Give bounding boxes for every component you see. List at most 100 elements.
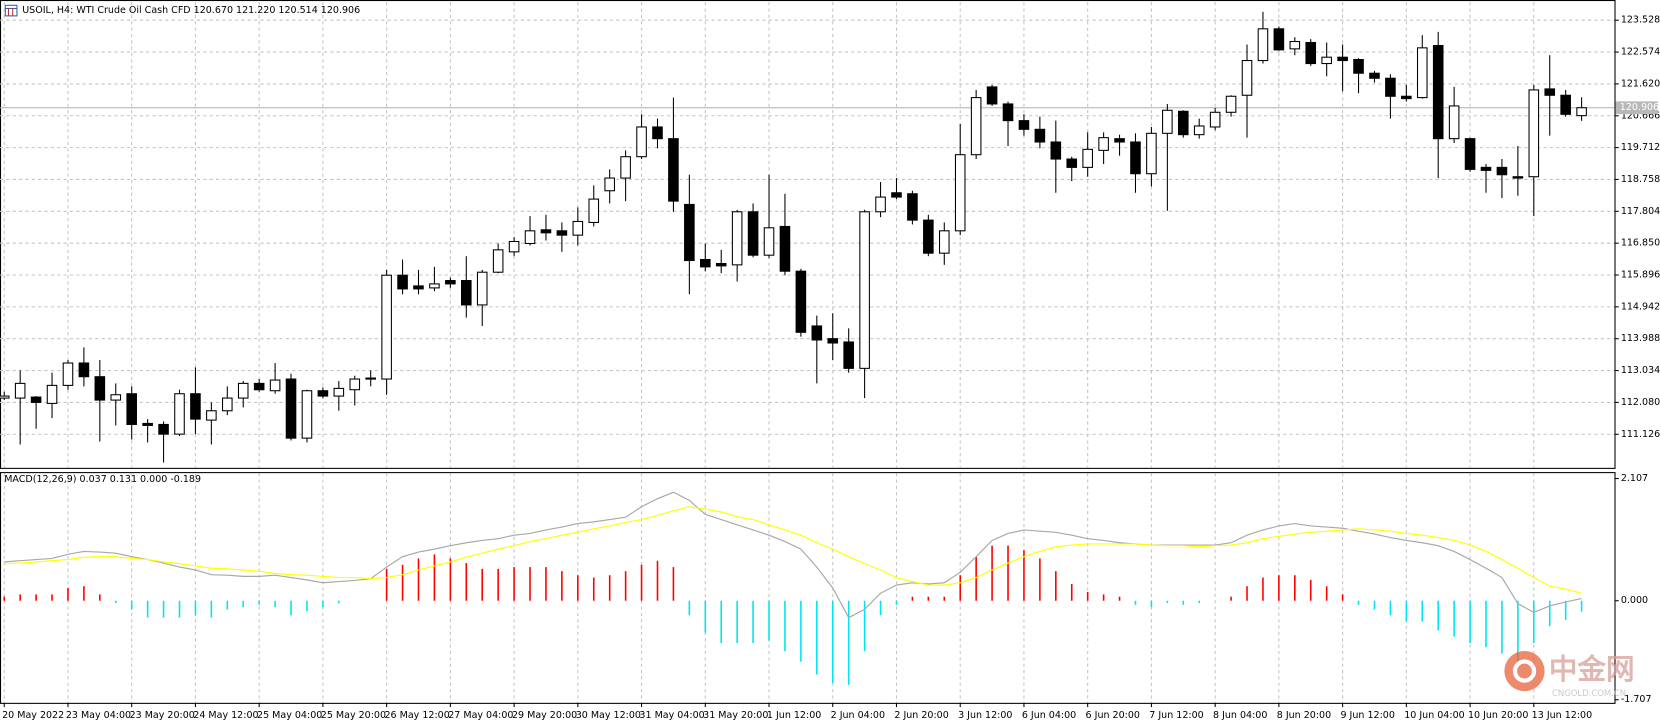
y-tick-label: 120.666 xyxy=(1621,110,1660,121)
histogram-bar xyxy=(847,600,850,685)
x-tick-label: 6 Jun 20:00 xyxy=(1086,710,1140,721)
x-tick-label: 8 Jun 04:00 xyxy=(1213,710,1267,721)
candle-body xyxy=(699,258,711,268)
histogram-bar xyxy=(640,564,643,601)
histogram-bar xyxy=(1086,592,1089,601)
candle-body xyxy=(1018,120,1030,130)
candle-body xyxy=(1432,44,1444,140)
x-tick-label: 3 Jun 12:00 xyxy=(958,710,1012,721)
x-tick-label: 25 May 04:00 xyxy=(257,710,322,721)
watermark: 中金网 CNGOLD.COM.CN xyxy=(1504,650,1635,698)
x-tick-label: 9 Jun 12:00 xyxy=(1340,710,1394,721)
symbol-icon xyxy=(4,4,18,17)
histogram-bar xyxy=(1230,596,1232,601)
candle-body xyxy=(429,283,440,289)
y-tick-label: 113.034 xyxy=(1621,365,1660,376)
candle-body xyxy=(1273,28,1285,51)
x-tick-label: 27 May 04:00 xyxy=(448,710,513,721)
histogram-bar xyxy=(1453,600,1455,637)
candle-body xyxy=(1225,95,1237,113)
x-tick-label: 6 Jun 04:00 xyxy=(1022,710,1076,721)
histogram-bar xyxy=(19,594,21,601)
histogram-bar xyxy=(194,600,197,616)
candle-body xyxy=(126,393,137,425)
histogram-bar xyxy=(338,600,340,604)
candle-body xyxy=(1146,132,1157,175)
candle-body xyxy=(1257,28,1269,62)
candle-body xyxy=(14,382,26,399)
histogram-bar xyxy=(688,600,691,616)
histogram-bar xyxy=(497,568,499,601)
histogram-bar xyxy=(417,558,420,601)
histogram-bar xyxy=(1118,596,1121,601)
histogram-bar xyxy=(991,545,993,601)
histogram-bar xyxy=(975,556,977,601)
macd-pane xyxy=(0,472,1616,704)
candle-body xyxy=(1098,137,1109,151)
histogram-bar xyxy=(529,567,531,601)
candle-body xyxy=(1193,125,1205,136)
histogram-bar xyxy=(114,600,117,604)
histogram-bar xyxy=(1055,571,1057,601)
watermark-text: 中金网 xyxy=(1549,652,1635,686)
candle-body xyxy=(827,338,839,344)
candle-body xyxy=(652,126,663,140)
histogram-bar xyxy=(35,594,37,601)
candle-body xyxy=(62,362,74,386)
chart-title: USOIL, H4: WTI Crude Oil Cash CFD 120.67… xyxy=(22,5,360,16)
histogram-bar xyxy=(274,600,276,608)
histogram-bar xyxy=(656,560,659,601)
candle-body xyxy=(413,285,424,290)
macd-line xyxy=(4,506,1582,594)
histogram-bar xyxy=(322,600,324,608)
histogram-bar xyxy=(99,594,101,601)
candle-body xyxy=(78,362,90,378)
histogram-bar xyxy=(736,600,738,644)
candle-body xyxy=(843,341,854,369)
candle-body xyxy=(222,397,233,412)
candle-body xyxy=(1448,105,1460,140)
y-tick-label: 116.850 xyxy=(1621,238,1660,249)
x-tick-label: 10 Jun 20:00 xyxy=(1468,710,1528,721)
x-tick-label: 8 Jun 20:00 xyxy=(1277,710,1331,721)
candle-body xyxy=(365,377,376,380)
candle-body xyxy=(1576,107,1587,117)
y-tick-label: 112.080 xyxy=(1621,397,1660,408)
candle-body xyxy=(269,379,281,392)
candle-body xyxy=(158,423,169,435)
candle-body xyxy=(1353,59,1364,74)
histogram-bar xyxy=(130,600,133,610)
candle-body xyxy=(859,211,870,369)
y-tick-label: 121.620 xyxy=(1621,78,1660,89)
candle-body xyxy=(1305,41,1317,65)
candle-body xyxy=(779,225,791,272)
candle-body xyxy=(1369,72,1380,79)
histogram-bar xyxy=(481,568,484,601)
candle-body xyxy=(253,382,265,391)
histogram-bar xyxy=(800,600,802,662)
histogram-bar xyxy=(879,600,882,616)
histogram-bar xyxy=(146,600,149,618)
y-tick-label: 123.528 xyxy=(1621,15,1660,26)
candle-body xyxy=(1130,141,1141,175)
histogram-bar xyxy=(1039,558,1041,601)
histogram-bar xyxy=(1389,600,1392,616)
histogram-bar xyxy=(1325,586,1328,601)
candle-body xyxy=(1241,60,1253,96)
candle-body xyxy=(301,390,313,439)
candle-body xyxy=(556,230,568,236)
histogram-bar xyxy=(863,600,866,652)
histogram-bar xyxy=(784,600,786,652)
x-tick-label: 29 May 20:00 xyxy=(512,710,577,721)
candle-body xyxy=(0,395,10,399)
y-tick-label: 2.107 xyxy=(1621,473,1648,484)
x-tick-label: 31 May 04:00 xyxy=(639,710,704,721)
candle-body xyxy=(875,196,886,213)
candle-body xyxy=(1416,47,1428,99)
candle-body xyxy=(604,177,615,192)
candle-body xyxy=(540,229,552,234)
histogram-bar xyxy=(1564,600,1567,620)
y-tick-label: 114.942 xyxy=(1621,301,1660,312)
candle-body xyxy=(588,198,600,223)
